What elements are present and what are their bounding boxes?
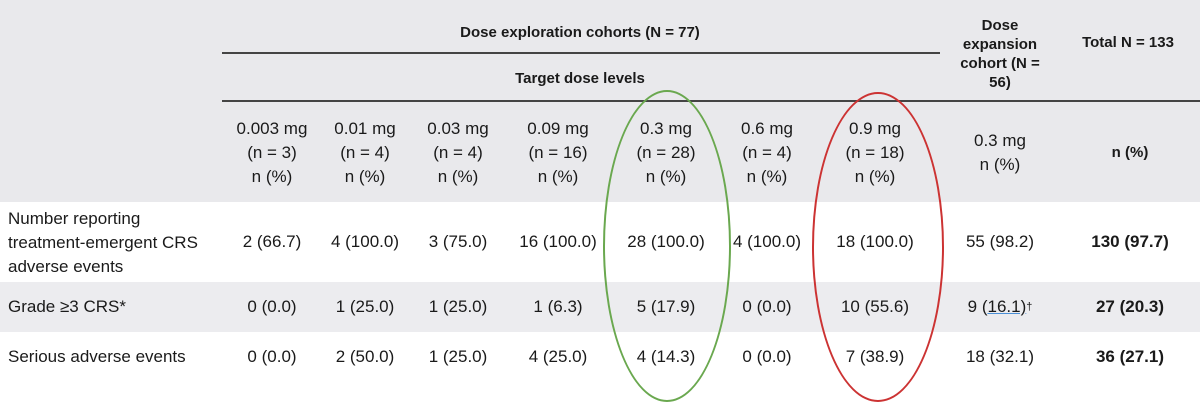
table-cell: 2 (66.7)	[242, 232, 302, 251]
column-header: 0.9 mg (n = 18) n (%)	[845, 119, 905, 186]
table-cell: 1 (25.0)	[428, 297, 488, 316]
row-label: Grade ≥3 CRS*	[8, 297, 126, 316]
header-rule	[222, 52, 940, 54]
dose-expansion-header: Dose expansion cohort (N = 56)	[960, 17, 1040, 91]
table-cell: 4 (25.0)	[528, 347, 588, 366]
total-header: Total N = 133	[1082, 33, 1174, 51]
row-background-alt	[0, 282, 1200, 332]
dose-exploration-header: Dose exploration cohorts (N = 77)	[460, 23, 700, 41]
column-header: n (%)	[1111, 144, 1149, 161]
column-header: 0.03 mg (n = 4) n (%)	[427, 119, 489, 186]
table-cell: 4 (100.0)	[732, 232, 802, 251]
table-cell: 3 (75.0)	[428, 232, 488, 251]
table-cell: 4 (14.3)	[636, 347, 696, 366]
column-header: 0.01 mg (n = 4) n (%)	[334, 119, 396, 186]
target-dose-levels-header: Target dose levels	[515, 69, 645, 87]
table-cell: 28 (100.0)	[627, 232, 705, 251]
table-cell-total: 130 (97.7)	[1091, 232, 1169, 251]
table-cell: 1 (25.0)	[428, 347, 488, 366]
row-label: Serious adverse events	[8, 347, 186, 366]
table-cell: 0 (0.0)	[742, 297, 792, 316]
table-cell: 4 (100.0)	[330, 232, 400, 251]
table-cell: 5 (17.9)	[636, 297, 696, 316]
table-cell: 0 (0.0)	[742, 347, 792, 366]
header-rule	[222, 100, 1200, 102]
table-cell: 55 (98.2)	[965, 232, 1035, 251]
table-cell: 18 (100.0)	[836, 232, 914, 251]
table-cell: 16 (100.0)	[519, 232, 597, 251]
column-header: 0.3 mg (n = 28) n (%)	[636, 119, 696, 186]
dagger-mark: †	[1026, 301, 1033, 313]
table-cell: 2 (50.0)	[335, 347, 395, 366]
underlined-value: 16.1)	[987, 297, 1027, 316]
column-header: 0.3 mg n (%)	[974, 131, 1026, 174]
table-cell: 0 (0.0)	[247, 347, 297, 366]
table-cell: 10 (55.6)	[840, 297, 910, 316]
table-cell: 1 (25.0)	[335, 297, 395, 316]
table-cell: 1 (6.3)	[533, 297, 583, 316]
table-cell: 9 (16.1) †	[940, 282, 1060, 332]
table-cell-total: 36 (27.1)	[1095, 347, 1165, 366]
column-header: 0.6 mg (n = 4) n (%)	[741, 119, 793, 186]
table-cell-total: 27 (20.3)	[1095, 297, 1165, 316]
column-header: 0.09 mg (n = 16) n (%)	[527, 119, 589, 186]
row-label: Number reporting treatment-emergent CRS …	[8, 209, 198, 276]
table-cell: 18 (32.1)	[965, 347, 1035, 366]
table-cell: 7 (38.9)	[845, 347, 905, 366]
column-header: 0.003 mg (n = 3) n (%)	[236, 119, 308, 186]
table-cell: 0 (0.0)	[247, 297, 297, 316]
